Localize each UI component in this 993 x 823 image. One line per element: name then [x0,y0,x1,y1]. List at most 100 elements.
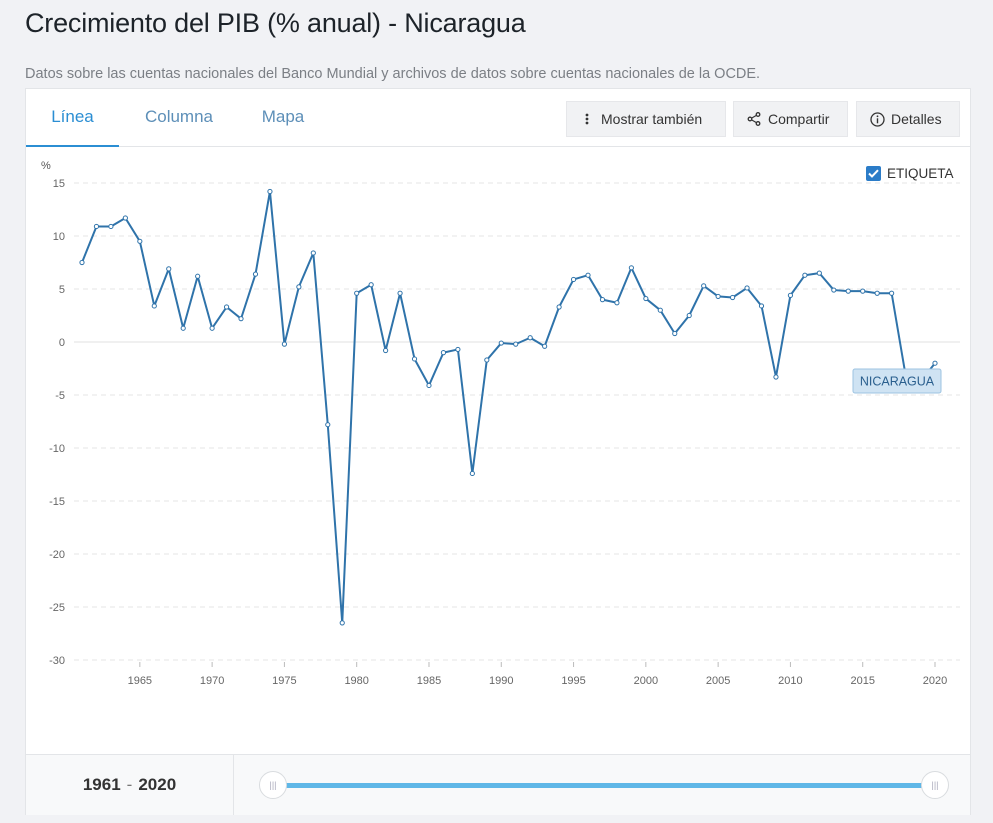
data-point [411,356,418,362]
data-point [845,288,851,294]
data-point [281,341,288,347]
data-point [339,620,345,626]
y-tick-label: -30 [49,655,65,667]
data-point [354,290,360,296]
data-point [440,350,447,356]
data-point [599,297,606,303]
info-icon [869,111,885,127]
data-point [860,288,866,294]
x-tick-label: 2000 [634,675,658,687]
data-point [614,300,620,306]
show-also-button[interactable]: Mostrar también [566,101,726,137]
data-point [787,292,794,298]
page-title: Crecimiento del PIB (% anual) - Nicaragu… [25,8,526,38]
data-point [368,282,374,288]
y-axis-unit: % [41,160,51,172]
data-point [195,273,201,279]
data-point [108,223,114,230]
data-point [498,340,504,346]
data-point [93,223,100,230]
y-tick-label: 15 [53,178,65,190]
y-tick-label: -5 [55,390,65,402]
data-point [542,343,548,349]
series-line [81,190,936,624]
y-tick-label: -15 [49,496,65,508]
data-point [643,295,649,302]
data-point [816,270,822,276]
series-label: NICARAGUA [860,375,935,389]
checkbox-checked-icon[interactable] [866,165,881,181]
x-tick-label: 1975 [272,675,296,687]
x-tick-label: 1990 [489,675,513,687]
data-point [874,290,880,296]
chart-card: Línea Columna Mapa Mostrar también Compa… [25,88,971,815]
y-tick-label: -10 [49,443,65,455]
data-point [296,284,302,290]
data-point [180,325,186,331]
data-point [729,294,736,301]
y-tick-label: -20 [49,549,65,561]
year-range: 1961 - 2020 [26,755,234,815]
x-tick-label: 2010 [778,675,802,687]
data-point [325,422,331,428]
details-label: Detalles [891,111,942,127]
details-button[interactable]: Detalles [856,101,960,137]
data-point [831,287,837,293]
data-point [802,272,808,278]
data-point [267,188,273,195]
data-point [657,307,663,313]
data-point [556,304,562,310]
range-footer: 1961 - 2020 ||| ||| [26,754,970,815]
tab-linea[interactable]: Línea [26,89,119,147]
data-point [426,382,432,389]
data-point [701,283,707,289]
data-point [223,304,230,310]
year-slider-track[interactable] [272,783,935,788]
tab-columna[interactable]: Columna [144,107,214,126]
data-point [672,330,678,337]
data-point [252,271,259,277]
data-point [166,266,172,272]
y-tick-label: -25 [49,602,65,614]
data-point [773,374,779,380]
slider-handle-start[interactable]: ||| [259,771,287,799]
range-end: 2020 [138,775,177,794]
data-point [744,285,750,291]
range-start: 1961 [82,775,121,794]
x-tick-label: 1965 [128,675,152,687]
data-point [513,341,519,347]
data-point [570,276,577,283]
data-point [383,347,389,354]
data-point [484,357,490,363]
share-button[interactable]: Compartir [733,101,848,137]
data-point [455,346,461,353]
tab-mapa[interactable]: Mapa [261,107,305,126]
y-tick-label: 0 [59,337,65,349]
source-text: Datos sobre las cuentas nacionales del B… [25,66,761,82]
label-toggle[interactable]: ETIQUETA [866,164,954,182]
data-point [686,312,692,319]
y-tick-label: 5 [59,284,65,296]
data-point [469,470,475,477]
data-point [137,238,143,244]
data-point [79,259,85,266]
series-label-box [852,368,942,394]
more-vertical-icon [579,113,595,125]
data-point [122,215,128,221]
data-point [715,293,721,300]
data-point [397,290,403,296]
data-point [238,316,244,322]
x-tick-label: 1970 [200,675,224,687]
x-tick-label: 2005 [706,675,730,687]
slider-handle-end[interactable]: ||| [921,771,949,799]
y-tick-label: 10 [53,231,65,243]
share-icon [746,112,762,126]
range-separator: - [126,775,133,794]
line-chart: %15 10 5 0 -5 -10 -15 -20 -25 -30 1965 1970 1975 1980… [41,160,960,687]
data-point [527,335,533,341]
tabs-bar: Línea Columna Mapa Mostrar también Compa… [26,89,970,147]
data-point [889,290,895,296]
data-point [758,303,765,309]
x-tick-label: 1985 [417,675,441,687]
data-point [585,272,591,278]
